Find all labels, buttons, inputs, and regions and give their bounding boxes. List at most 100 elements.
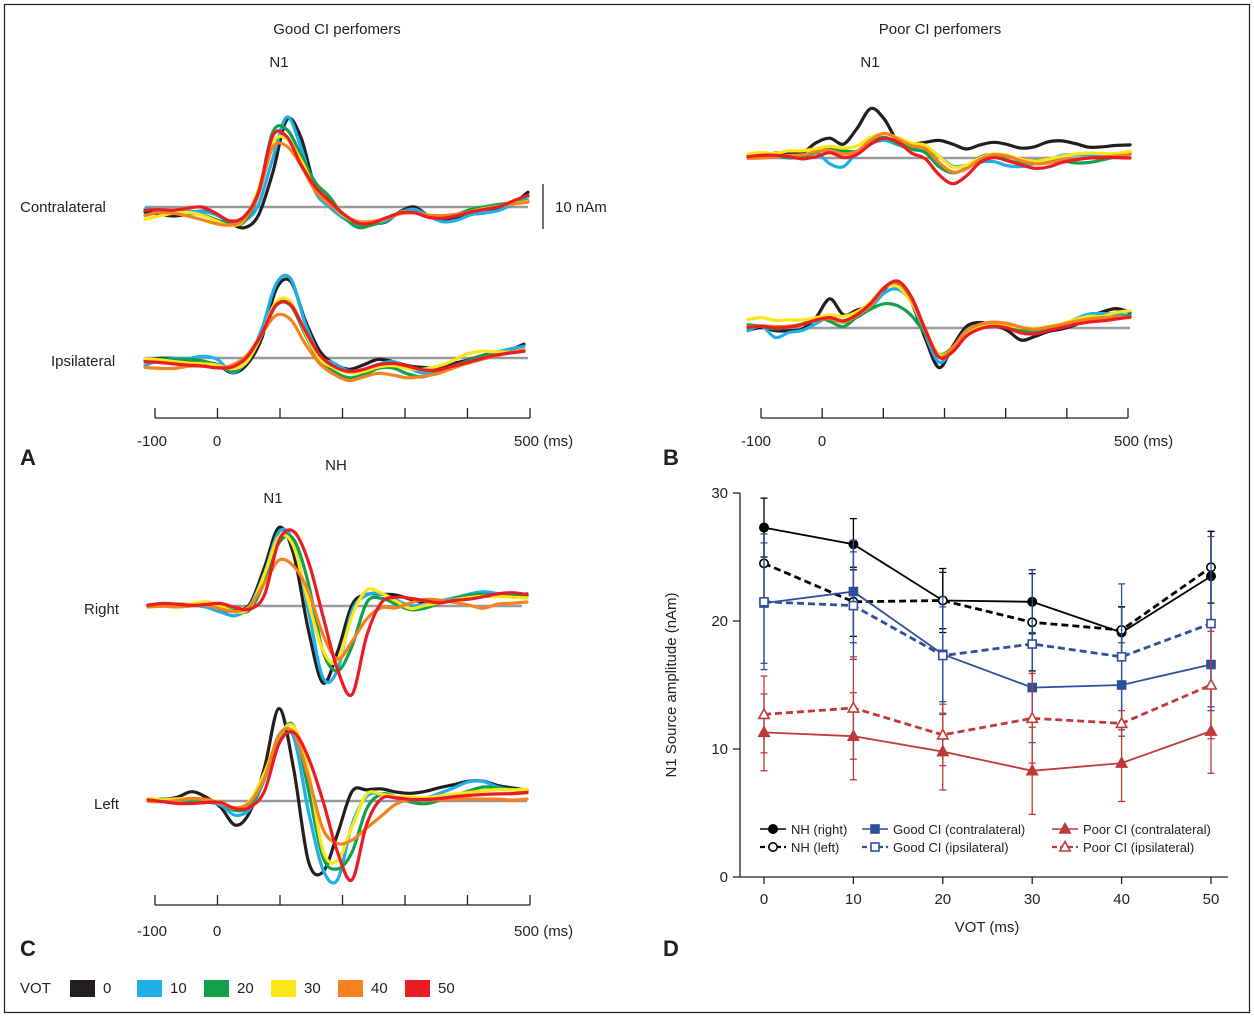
panel-d-poor-ci-ipsilateral-point-50 [1204,677,1218,690]
panel-d-nh-left-line [763,562,1212,632]
panel-d-x-axis-label: VOT (ms) [955,919,1020,936]
panel-d-nh-right-line [763,526,1212,634]
panel-d-poor-ci-ipsilateral-point-30 [1025,711,1039,724]
panel-d-letter: D [663,936,679,961]
panel-a-title: Good CI perfomers [273,21,401,38]
panel-d-good-ci-ipsilateral-point-20 [937,650,948,661]
vot-legend-swatch-40 [338,980,363,997]
vot-legend-label-10: 10 [170,980,187,997]
panel-c-x-tick-zero: 0 [213,923,221,940]
panel-b-x-tick-min: -100 [741,433,771,450]
vot-legend-label-20: 20 [237,980,254,997]
panel-b-letter: B [663,445,679,470]
panel-b-n1-label: N1 [860,54,879,71]
panel-d-good-ci-ipsilateral-point-10 [848,600,859,611]
panel-d-poor-ci-ipsilateral-point-10 [846,700,860,713]
panel-c-left-vot-50-waveform [146,730,529,883]
panel-d-good-ci-ipsilateral-point-50 [1206,618,1216,629]
vot-legend-label-50: 50 [438,980,455,997]
panel-a-contralateral-vot-10-waveform [143,115,530,227]
panel-d-y-tick-label-0: 0 [720,869,728,886]
panel-b-x-tick-zero: 0 [818,433,826,450]
vot-legend-label-0: 0 [103,980,111,997]
panel-c: NH N1 Right Left -100 0 500 (ms) C [20,457,573,961]
panel-a-contralateral-waveforms [143,115,530,230]
panel-d-legend-good-ci-contralateral-marker [870,824,880,834]
panel-a-row-ipsilateral-label: Ipsilateral [51,353,115,370]
panel-d-nh-right-series [758,497,1217,659]
panel-a-x-tick-min: -100 [137,433,167,450]
panel-a-contralateral-vot-50-waveform [143,129,530,226]
vot-legend-swatch-10 [137,980,162,997]
panel-b: Poor CI perfomers N1 -100 0 500 (ms) B [663,21,1173,470]
vot-legend-title: VOT [20,980,51,997]
panel-b-ipsilateral-waveforms [746,279,1132,370]
panel-c-n1-label: N1 [263,490,282,507]
panel-d-x-tick-label-0: 0 [760,891,768,908]
panel-b-ipsilateral-vot-50-waveform [746,279,1132,361]
panel-d-legend-nh-right-marker [767,823,778,834]
panel-d-x-tick-label-20: 20 [934,891,951,908]
panel-d-poor-ci-ipsilateral-point-20 [936,727,950,740]
panel-b-contralateral-vot-50-waveform [746,136,1132,186]
panel-d-poor-ci-ipsilateral-point-0 [757,707,771,720]
panel-d-axis-ticks: 0 10 20 30 0 10 20 30 40 50 [711,485,1219,908]
panel-a-x-ticks [154,408,531,418]
panel-d-y-axis-label: N1 Source amplitude (nAm) [663,592,680,777]
panel-d-poor-ci-ipsilateral-line [763,683,1212,737]
panel-b-x-ticks [760,408,1129,418]
panel-d-x-tick-label-30: 30 [1024,891,1041,908]
vot-legend: VOT 0 10 20 30 40 50 [20,980,455,997]
panel-c-left-waveforms [146,706,529,885]
panel-d-legend-nh-left-label: NH (left) [791,840,839,855]
vot-legend-swatch-50 [405,980,430,997]
panel-d-good-ci-ipsilateral-point-0 [759,596,769,607]
panel-d-legend-poor-ci-contralateral-marker [1058,821,1072,834]
panel-d-y-tick-label-30: 30 [711,485,728,502]
panel-b-title: Poor CI perfomers [879,21,1002,38]
panel-d-good-ci-ipsilateral-point-40 [1116,652,1127,662]
panel-d-legend-poor-ci-ipsilateral-marker [1058,839,1072,852]
panel-d-poor-ci-contralateral-point-30 [1025,763,1039,776]
panel-c-letter: C [20,936,36,961]
panel-a: Good CI perfomers N1 Contralateral Ipsil… [20,21,607,470]
panel-b-contralateral-vot-30-waveform [746,132,1132,170]
panel-d-poor-ci-contralateral-series [757,688,1218,815]
panel-d-good-ci-ipsilateral-line [763,600,1212,659]
panel-c-right-vot-50-waveform [146,528,529,698]
panel-a-letter: A [20,445,36,470]
panel-a-scale-bar-label: 10 nAm [555,199,607,216]
panel-d-legend-good-ci-ipsilateral-marker [870,842,880,852]
panel-c-left-vot-40-waveform [146,726,529,846]
panel-d-legend-nh-right-label: NH (right) [791,822,847,837]
panel-d: 0 10 20 30 0 10 20 30 40 50 N1 Source amplitude (… [663,485,1228,961]
panel-d-legend: NH (right) NH (left) Good CI (contralatera… [760,821,1211,855]
panel-c-x-ticks [154,895,531,905]
panel-c-row-right-label: Right [84,601,120,618]
panel-b-x-tick-max: 500 (ms) [1114,433,1173,450]
figure-border [3,3,1251,1014]
panel-c-right-waveforms [146,525,529,698]
panel-a-x-tick-max: 500 (ms) [514,433,573,450]
panel-d-poor-ci-ipsilateral-series [757,630,1218,767]
panel-d-legend-poor-ci-ipsilateral-label: Poor CI (ipsilateral) [1083,840,1194,855]
panel-d-y-tick-label-20: 20 [711,613,728,630]
vot-legend-swatch-30 [271,980,296,997]
panel-d-x-tick-label-50: 50 [1203,891,1220,908]
panel-c-x-tick-min: -100 [137,923,167,940]
panel-d-poor-ci-contralateral-line [763,730,1212,772]
panel-d-x-tick-label-40: 40 [1113,891,1130,908]
panel-b-contralateral-vot-0-waveform [746,106,1132,160]
panel-d-x-tick-label-10: 10 [845,891,862,908]
panel-a-x-tick-zero: 0 [213,433,221,450]
panel-d-good-ci-ipsilateral-point-30 [1027,639,1037,649]
panel-b-contralateral-vot-40-waveform [746,131,1132,174]
panel-d-legend-nh-left-marker [767,841,778,852]
vot-legend-swatch-0 [70,980,95,997]
panel-d-legend-good-ci-contralateral-label: Good CI (contralateral) [893,822,1025,837]
panel-d-poor-ci-ipsilateral-point-40 [1115,716,1129,729]
panel-d-y-tick-label-10: 10 [711,741,728,758]
panel-c-right-vot-40-waveform [146,557,529,661]
panel-a-ipsilateral-vot-50-waveform [143,299,526,374]
